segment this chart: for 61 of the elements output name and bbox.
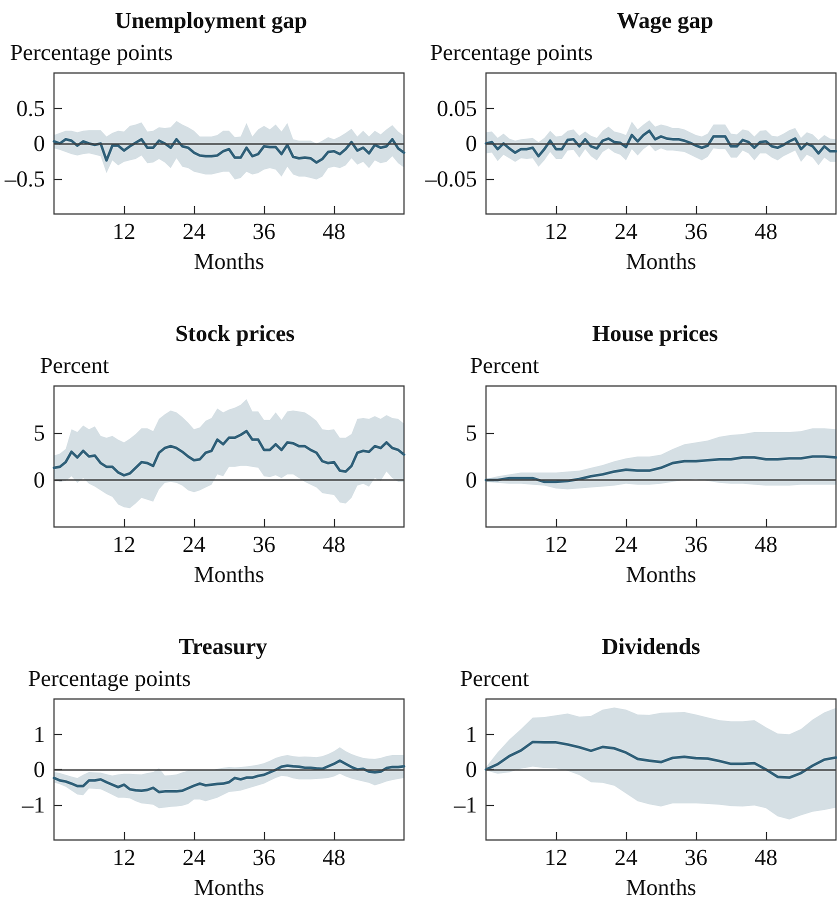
x-tick-label: 24: [182, 219, 206, 244]
y-axis-title: Percent: [460, 666, 530, 691]
y-tick-label: 5: [34, 420, 45, 446]
x-tick-label: 24: [182, 845, 206, 870]
y-tick-label: 0.5: [16, 96, 45, 121]
x-tick-label: 36: [252, 219, 276, 244]
x-axis-title: Months: [626, 249, 696, 274]
y-axis-title: Percentage points: [28, 666, 191, 691]
x-tick-label: 24: [614, 219, 638, 244]
x-tick-label: 12: [544, 845, 568, 870]
chart-title: House prices: [592, 321, 718, 346]
chart-title: Dividends: [602, 634, 700, 659]
x-tick-label: 12: [112, 532, 136, 557]
x-tick-label: 36: [252, 532, 276, 557]
y-tick-label: 0: [34, 757, 45, 782]
x-tick-label: 24: [614, 532, 638, 557]
x-tick-label: 12: [112, 219, 136, 244]
x-tick-label: 48: [322, 845, 346, 870]
line-series: [52, 430, 406, 477]
y-tick-label: –0.05: [424, 166, 477, 192]
x-axis-title: Months: [194, 562, 264, 587]
line-series: [484, 740, 837, 779]
y-tick-label: –0.5: [4, 166, 45, 192]
x-tick-label: 48: [754, 845, 778, 870]
chart-title: Unemployment gap: [114, 8, 308, 34]
x-tick-label: 36: [684, 532, 708, 557]
x-axis-title: Months: [626, 875, 696, 900]
y-tick-label: 0.05: [436, 96, 477, 121]
y-tick-label: 1: [34, 722, 45, 747]
x-tick-label: 36: [684, 219, 708, 244]
chart-title: Wage gap: [616, 8, 714, 34]
x-tick-label: 12: [544, 532, 568, 557]
x-tick-label: 36: [684, 845, 708, 870]
chart-title: Stock prices: [175, 321, 295, 346]
y-tick-label: 5: [466, 420, 477, 446]
x-tick-label: 24: [182, 532, 206, 557]
x-tick-label: 48: [322, 219, 346, 244]
y-axis-title: Percent: [40, 353, 110, 378]
chart-title: Treasury: [178, 634, 268, 659]
x-tick-label: 24: [614, 845, 638, 870]
x-tick-label: 12: [544, 219, 568, 244]
x-tick-label: 12: [112, 845, 136, 870]
line-series: [52, 759, 406, 794]
x-axis-title: Months: [194, 875, 264, 900]
y-tick-label: 0: [34, 468, 45, 492]
x-tick-label: 48: [754, 219, 778, 244]
y-axis-title: Percent: [470, 353, 540, 378]
y-tick-label: –1: [21, 792, 45, 818]
y-axis-title: Percentage points: [10, 40, 173, 65]
y-tick-label: 0: [466, 131, 477, 156]
x-tick-label: 36: [252, 845, 276, 870]
y-tick-label: 0: [466, 757, 477, 782]
x-axis-title: Months: [626, 562, 696, 587]
x-tick-label: 48: [754, 532, 778, 557]
y-tick-label: 0: [34, 131, 45, 156]
y-tick-label: 0: [466, 468, 477, 492]
y-tick-label: –1: [453, 792, 477, 818]
x-tick-label: 48: [322, 532, 346, 557]
y-axis-title: Percentage points: [430, 40, 593, 65]
x-axis-title: Months: [194, 249, 264, 274]
y-tick-label: 1: [466, 722, 477, 747]
